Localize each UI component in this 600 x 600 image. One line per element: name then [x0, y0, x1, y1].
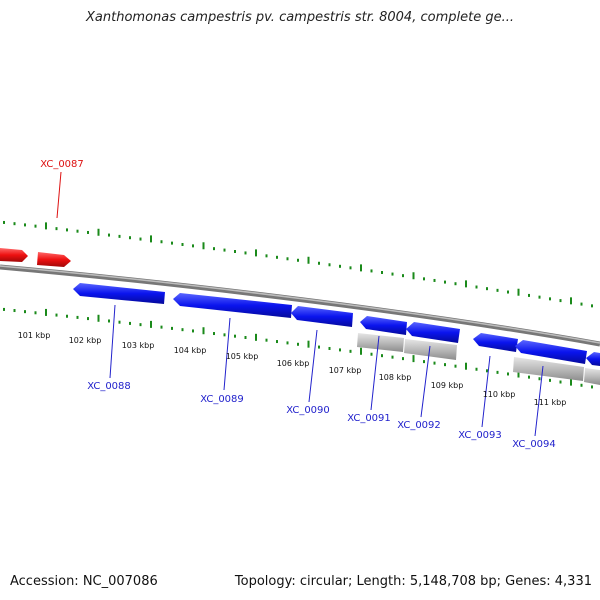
gene-labels: XC_0087 XC_0088 XC_0089 XC_0090 XC_0091 …: [40, 159, 556, 450]
upper-tick-track: [3, 220, 593, 308]
kbp-label: 109 kbp: [431, 381, 464, 390]
kbp-label: 106 kbp: [277, 359, 310, 368]
kbp-label: 108 kbp: [379, 373, 412, 382]
kbp-label: 105 kbp: [226, 352, 259, 361]
forward-gene-track: [0, 248, 71, 267]
reverse-gene-arrow[interactable]: [473, 333, 518, 352]
kbp-label: 110 kbp: [483, 390, 516, 399]
forward-gene-label[interactable]: XC_0087: [40, 159, 84, 170]
pseudo-feature-bar[interactable]: [584, 368, 600, 385]
reverse-gene-label[interactable]: XC_0091: [347, 413, 391, 424]
kbp-label: 104 kbp: [174, 346, 207, 355]
reverse-gene-label[interactable]: XC_0088: [87, 381, 131, 392]
reverse-gene-label[interactable]: XC_0092: [397, 420, 441, 431]
reverse-gene-label[interactable]: XC_0089: [200, 394, 244, 405]
gene-label-leaders: [56, 171, 544, 437]
kbp-label: 101 kbp: [18, 331, 51, 340]
kbp-label: 102 kbp: [69, 336, 102, 345]
kbp-label: 103 kbp: [122, 341, 155, 350]
pseudo-feature-bar[interactable]: [357, 333, 404, 352]
reverse-gene-label[interactable]: XC_0093: [458, 430, 502, 441]
backbone: [0, 264, 600, 347]
reverse-gene-arrow[interactable]: [360, 316, 407, 335]
kbp-label-layer: 101 kbp 102 kbp 103 kbp 104 kbp 105 kbp 106 k…: [18, 331, 567, 407]
genome-stats-label: Topology: circular; Length: 5,148,708 bp…: [234, 574, 592, 589]
kbp-label: 107 kbp: [329, 366, 362, 375]
reverse-gene-arrow[interactable]: [173, 293, 292, 318]
reverse-gene-arrow[interactable]: [291, 306, 353, 327]
map-title: Xanthomonas campestris pv. campestris st…: [86, 10, 514, 25]
accession-label: Accession: NC_007086: [10, 574, 158, 589]
reverse-gene-label[interactable]: XC_0090: [286, 405, 330, 416]
reverse-gene-arrow[interactable]: [73, 283, 165, 304]
pseudo-feature-track: [357, 333, 600, 385]
pseudo-feature-bar[interactable]: [513, 357, 584, 381]
lower-tick-track: [3, 307, 593, 389]
reverse-gene-label[interactable]: XC_0094: [512, 439, 556, 450]
reverse-gene-track: [73, 283, 600, 366]
reverse-gene-arrow[interactable]: [406, 322, 460, 343]
reverse-gene-arrow[interactable]: [515, 340, 587, 364]
reverse-gene-arrow[interactable]: [586, 352, 600, 366]
kbp-label: 111 kbp: [534, 398, 567, 407]
forward-gene-arrow[interactable]: [37, 252, 71, 267]
pseudo-feature-bar[interactable]: [404, 339, 457, 360]
forward-gene-arrow[interactable]: [0, 248, 28, 262]
